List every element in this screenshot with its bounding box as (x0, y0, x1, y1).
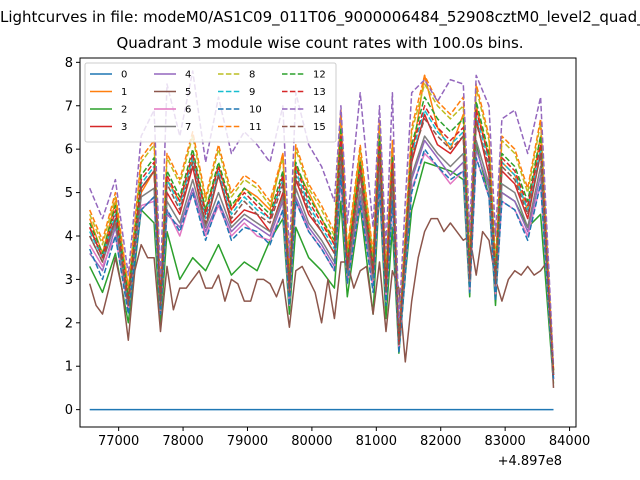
legend-label-5: 5 (185, 87, 191, 98)
x-tick-label: 82000 (420, 434, 461, 449)
legend-label-6: 6 (185, 105, 191, 116)
legend-label-7: 7 (185, 122, 191, 133)
y-tick-label: 7 (65, 99, 73, 114)
y-tick-label: 3 (65, 273, 73, 288)
legend-label-12: 12 (313, 70, 326, 81)
legend-label-14: 14 (313, 105, 326, 116)
legend-label-3: 3 (121, 122, 127, 133)
y-tick-label: 2 (65, 316, 73, 331)
axes-frame (79, 57, 577, 428)
legend-box (84, 62, 337, 143)
y-tick-label: 1 (65, 360, 73, 375)
x-tick-label: 81000 (356, 434, 397, 449)
chart-title: Quadrant 3 module wise count rates with … (116, 34, 524, 52)
legend-label-13: 13 (313, 87, 326, 98)
legend-label-1: 1 (121, 87, 127, 98)
series-line-10 (89, 148, 555, 380)
y-tick-label: 6 (65, 143, 73, 158)
legend-label-2: 2 (121, 105, 127, 116)
x-tick-label: 79000 (227, 434, 268, 449)
series-line-15 (89, 118, 555, 375)
x-tick-label: 78000 (162, 434, 203, 449)
x-tick-label: 77000 (98, 434, 139, 449)
series-line-5 (88, 217, 555, 388)
series-layer (88, 70, 555, 411)
legend-label-0: 0 (121, 70, 127, 81)
legend-label-11: 11 (249, 122, 262, 133)
legend-label-10: 10 (249, 105, 262, 116)
legend-label-15: 15 (313, 122, 326, 133)
y-tick-label: 4 (65, 229, 73, 244)
ticks-layer: 77000 78000 79000 80000 81000 82000 83000 84000… (65, 56, 591, 449)
legend-label-4: 4 (185, 70, 191, 81)
x-axis-offset-label: +4.897e8 (498, 454, 562, 469)
y-tick-label: 8 (65, 56, 73, 71)
x-tick-label: 80000 (291, 434, 332, 449)
y-tick-label: 0 (65, 403, 73, 418)
legend-label-8: 8 (249, 70, 255, 81)
y-tick-label: 5 (65, 186, 73, 201)
x-tick-label: 83000 (484, 434, 525, 449)
x-tick-label: 84000 (549, 434, 590, 449)
figure-suptitle: Lightcurves in file: modeM0/AS1C09_011T0… (0, 8, 640, 26)
legend-label-9: 9 (249, 87, 255, 98)
